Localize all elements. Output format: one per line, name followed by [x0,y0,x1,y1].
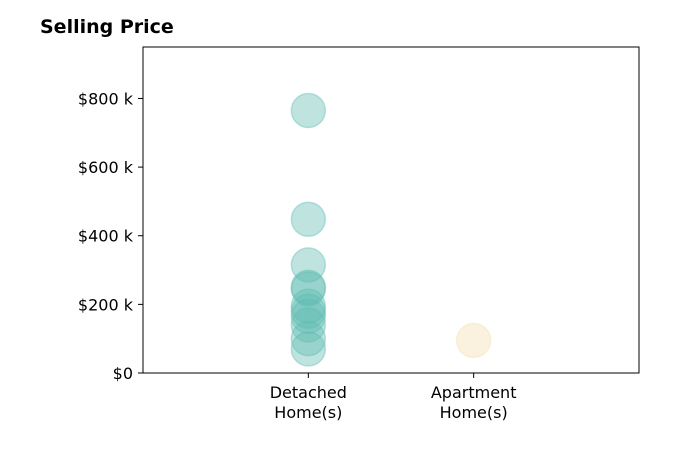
points-layer [290,92,492,367]
data-point [290,307,327,343]
data-point [290,92,327,129]
data-point [290,320,327,357]
y-tick-label: $600 k [78,158,134,177]
chart-title: Selling Price [40,16,174,38]
data-point [455,322,492,359]
plot-frame [142,46,640,374]
axes-layer: $0 $200 k $400 k $600 k $800 k Detached Home(s… [78,46,640,422]
y-tick-label: $800 k [78,89,134,108]
data-point [290,288,327,324]
x-tick-label: Apartment Home(s) [431,383,517,422]
data-point [290,331,327,367]
x-tick-label: Detached Home(s) [270,383,347,422]
y-tick-label: $400 k [78,227,134,246]
data-point [290,201,327,238]
y-tick-label: $0 [113,364,133,383]
data-point [290,298,327,335]
data-point [290,269,327,305]
data-point [290,247,327,283]
data-point [290,271,327,307]
data-point [290,293,327,329]
y-tick-label: $200 k [78,295,134,314]
